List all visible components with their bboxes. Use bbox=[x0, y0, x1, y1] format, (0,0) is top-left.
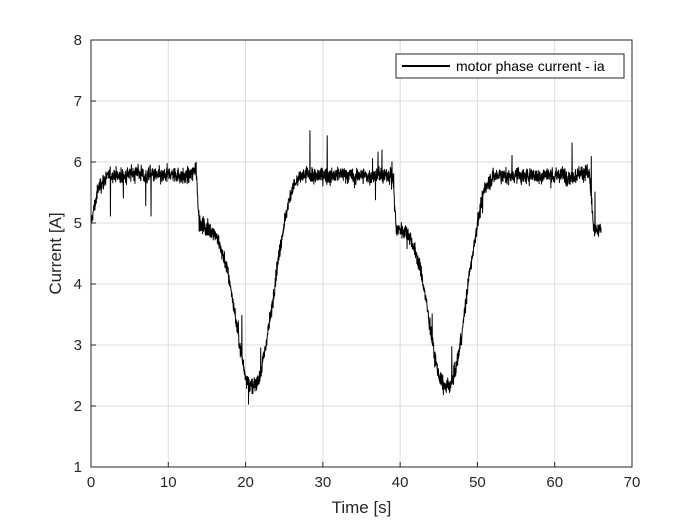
x-tick-label: 60 bbox=[546, 474, 563, 491]
x-tick-label: 40 bbox=[392, 474, 409, 491]
y-tick-label: 8 bbox=[74, 32, 82, 49]
legend: motor phase current - ia bbox=[395, 53, 625, 79]
x-tick-label: 70 bbox=[624, 474, 641, 491]
x-tick-label: 20 bbox=[237, 474, 254, 491]
x-tick-label: 10 bbox=[160, 474, 177, 491]
legend-label: motor phase current - ia bbox=[456, 58, 605, 74]
y-tick-label: 4 bbox=[74, 276, 82, 293]
y-axis-label: Current [A] bbox=[46, 212, 65, 294]
x-tick-label: 30 bbox=[315, 474, 332, 491]
series-line bbox=[90, 130, 602, 405]
y-tick-label: 6 bbox=[74, 154, 82, 171]
series-layer bbox=[90, 130, 602, 405]
x-tick-label: 0 bbox=[87, 474, 95, 491]
x-axis-label: Time [s] bbox=[332, 498, 392, 517]
x-tick-label: 50 bbox=[469, 474, 486, 491]
y-tick-label: 3 bbox=[74, 337, 82, 354]
plot-frame bbox=[90, 39, 633, 468]
y-tick-label: 2 bbox=[74, 398, 82, 415]
y-tick-label: 5 bbox=[74, 215, 82, 232]
ticks: 0 10 20 30 40 50 60 70 1 2 3 4 5 6 7 8 bbox=[74, 32, 641, 491]
y-tick-label: 7 bbox=[74, 93, 82, 110]
y-tick-label: 1 bbox=[74, 459, 82, 476]
grid bbox=[90, 39, 633, 468]
